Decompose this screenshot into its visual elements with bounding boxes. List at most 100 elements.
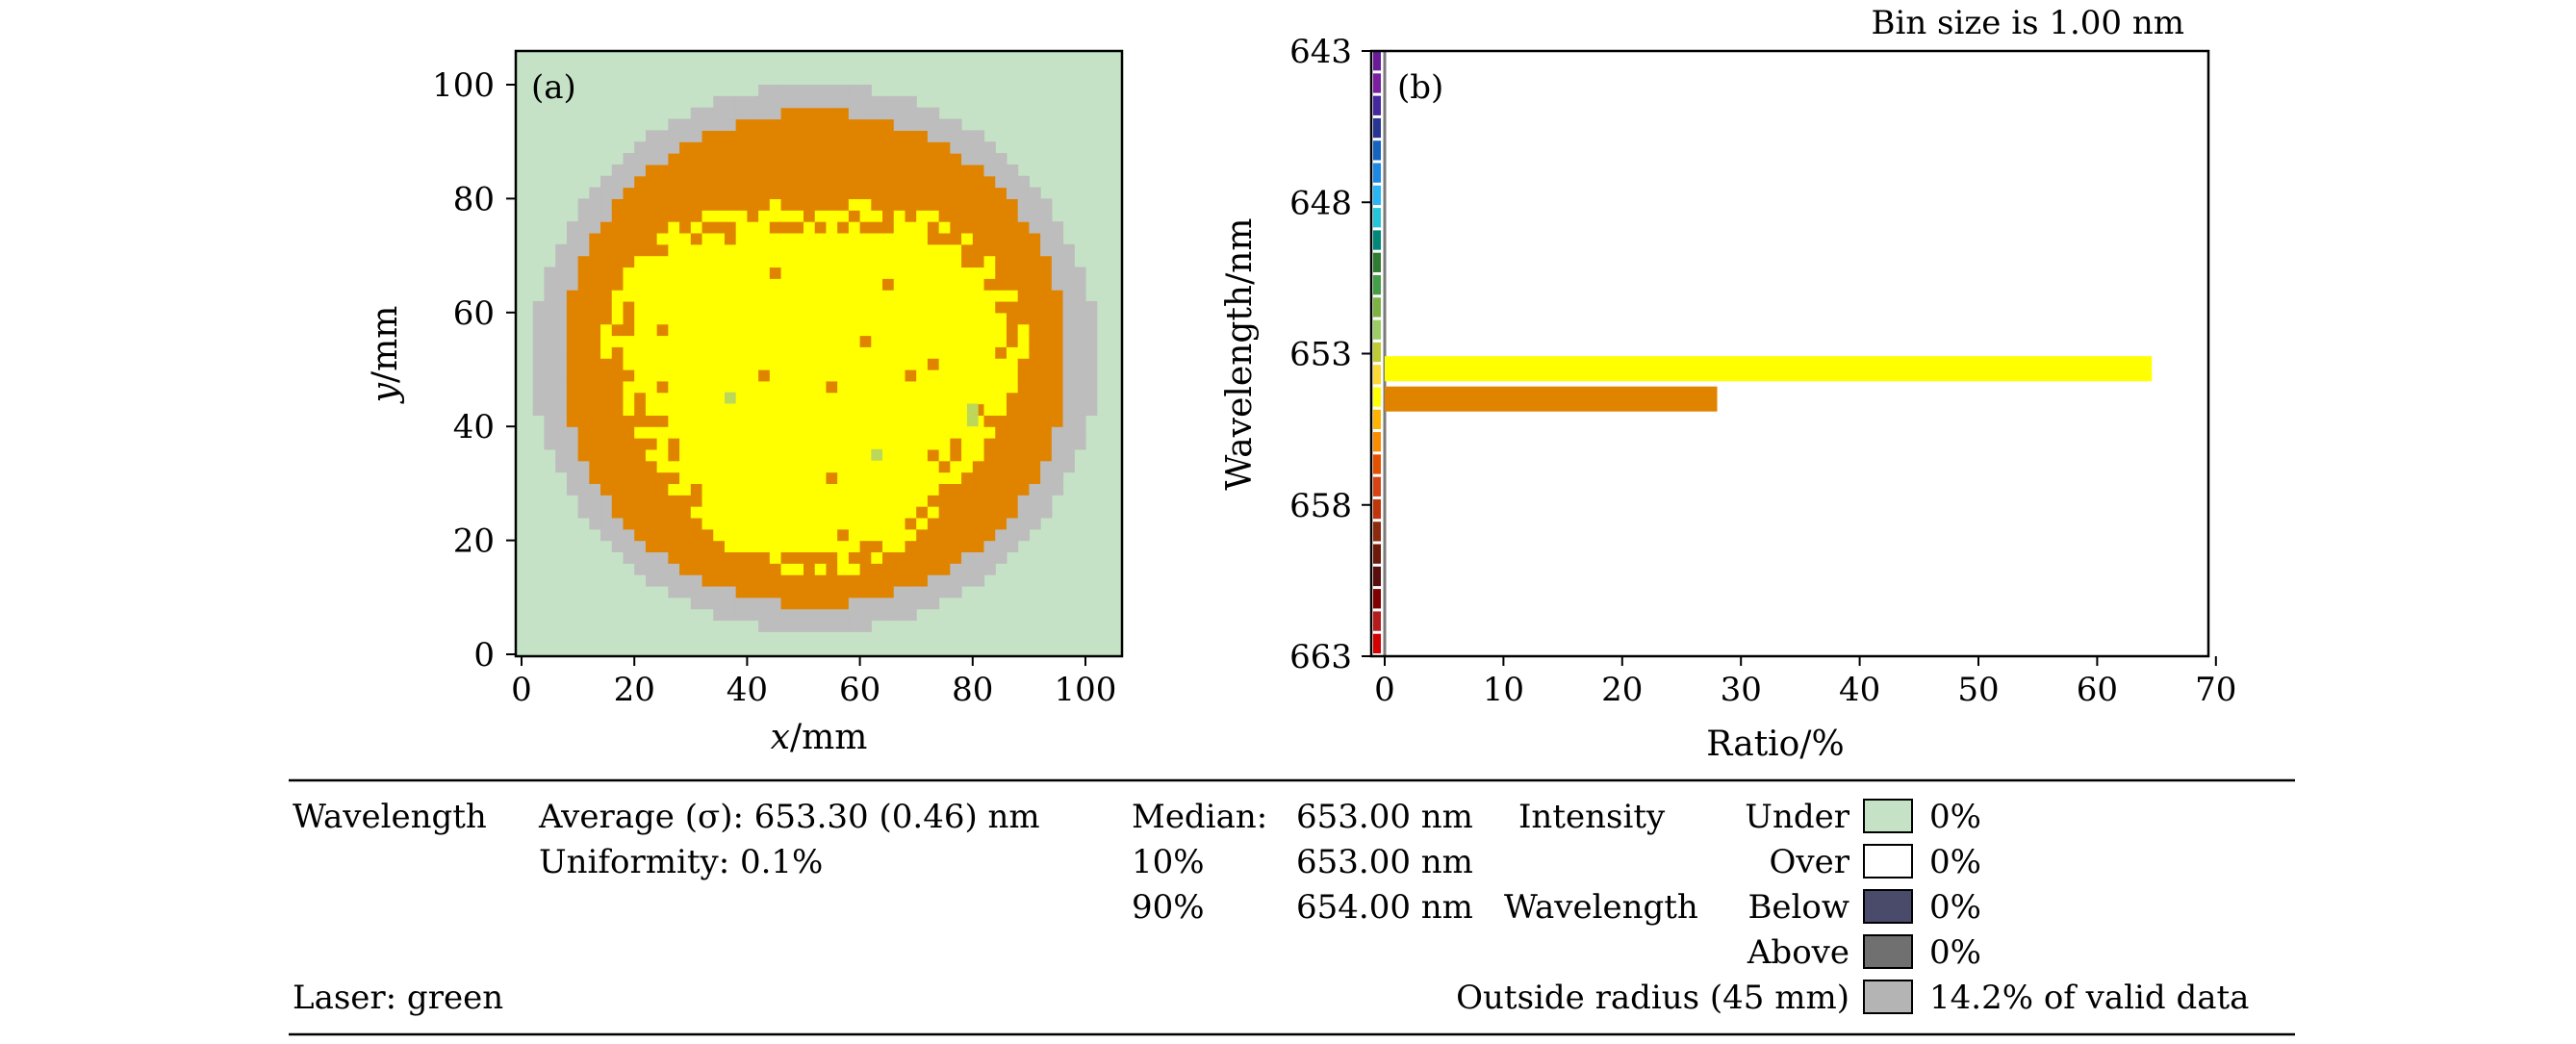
wafer-cell bbox=[555, 426, 568, 439]
wafer-cell bbox=[532, 312, 546, 325]
wafer-cell bbox=[747, 141, 759, 154]
wafer-cell bbox=[724, 608, 737, 622]
wafer-cell bbox=[735, 153, 748, 166]
wafer-cell bbox=[871, 346, 883, 359]
wafer-cell bbox=[769, 551, 782, 564]
wafer-cell bbox=[577, 369, 590, 382]
wafer-cell bbox=[893, 300, 906, 314]
wafer-cell bbox=[780, 255, 793, 268]
histogram-y-axis-label: Wavelength/nm bbox=[1220, 217, 1260, 490]
wafer-cell bbox=[735, 506, 748, 519]
wafer-cell bbox=[747, 380, 759, 394]
wafer-cell bbox=[961, 483, 974, 496]
wafer-cell bbox=[645, 312, 658, 325]
wafer-cell bbox=[882, 528, 895, 542]
wafer-cell bbox=[1074, 267, 1086, 279]
wafer-cell bbox=[724, 175, 737, 189]
wafer-cell bbox=[972, 164, 985, 177]
wafer-cell bbox=[972, 290, 985, 302]
wafer-cell bbox=[656, 243, 669, 257]
wafer-cell bbox=[792, 574, 804, 587]
wafer-cell bbox=[690, 551, 703, 564]
wafer-cell bbox=[1040, 471, 1053, 484]
wafer-cell bbox=[645, 403, 658, 416]
wafer-cell bbox=[995, 483, 1007, 496]
wafer-cell bbox=[859, 517, 872, 530]
wafer-cell bbox=[1040, 290, 1053, 302]
wafer-cell bbox=[623, 426, 635, 439]
wafer-cell bbox=[983, 175, 996, 189]
wafer-cell bbox=[1062, 290, 1075, 302]
wafer-cell bbox=[871, 278, 883, 291]
wafer-cell bbox=[859, 471, 872, 484]
wafer-cell bbox=[848, 335, 861, 347]
wafer-cell bbox=[961, 290, 974, 302]
wafer-cell bbox=[837, 517, 850, 530]
wafer-cell bbox=[826, 403, 838, 416]
wafer-cell bbox=[871, 243, 883, 257]
wafer-cell bbox=[690, 574, 703, 587]
wafer-cell bbox=[701, 471, 714, 484]
wafer-cell bbox=[532, 300, 546, 314]
wafer-cell bbox=[1040, 403, 1053, 416]
wafer-cell bbox=[735, 471, 748, 484]
wafer-cell bbox=[792, 517, 804, 530]
histogram-bar bbox=[1385, 356, 2153, 382]
wafer-cell bbox=[769, 187, 782, 199]
wafer-cell bbox=[701, 335, 714, 347]
wafer-cell bbox=[566, 392, 579, 405]
wafer-cell bbox=[983, 471, 996, 484]
wafer-cell bbox=[769, 164, 782, 177]
wafer-cell bbox=[780, 506, 793, 519]
wafer-cell bbox=[656, 175, 669, 189]
wafer-cell bbox=[769, 403, 782, 416]
wafer-cell bbox=[645, 528, 658, 542]
wafer-cell bbox=[690, 460, 703, 473]
wafer-cell bbox=[826, 95, 838, 109]
wafer-cell bbox=[905, 95, 917, 109]
wafer-cell bbox=[938, 300, 951, 314]
wafer-cell bbox=[690, 187, 703, 199]
wafer-cell bbox=[927, 323, 940, 337]
wafer-cell bbox=[893, 335, 906, 347]
wafer-cell bbox=[735, 300, 748, 314]
wafer-cell bbox=[724, 278, 737, 291]
wafer-cell bbox=[747, 563, 759, 575]
wafer-cell bbox=[735, 563, 748, 575]
wafer-cell bbox=[724, 232, 737, 245]
wafer-cell bbox=[916, 380, 929, 394]
wafer-cell bbox=[871, 267, 883, 279]
wafer-cell bbox=[859, 597, 872, 610]
wafer-cell bbox=[679, 528, 692, 542]
wafer-cell bbox=[758, 141, 771, 154]
wafer-cell bbox=[1029, 380, 1041, 394]
wafer-cell bbox=[1051, 323, 1064, 337]
wafer-cell bbox=[1074, 369, 1086, 382]
wafer-cell bbox=[882, 369, 895, 382]
wafer-cell bbox=[656, 312, 669, 325]
wafer-cell bbox=[1029, 495, 1041, 507]
wafer-cell bbox=[1017, 426, 1030, 439]
wafer-cell bbox=[848, 164, 861, 177]
wafer-cell bbox=[859, 221, 872, 234]
wafer-cell bbox=[882, 141, 895, 154]
wafer-cell bbox=[690, 448, 703, 462]
wafer-cell bbox=[938, 438, 951, 450]
wafer-cell bbox=[634, 528, 647, 542]
wafer-cell bbox=[983, 232, 996, 245]
wafer-cell bbox=[668, 312, 680, 325]
wafer-cell bbox=[747, 175, 759, 189]
wafer-cell bbox=[837, 300, 850, 314]
wafer-cell bbox=[983, 323, 996, 337]
wafer-cell bbox=[1062, 438, 1075, 450]
wafer-cell bbox=[747, 585, 759, 598]
wafer-cell bbox=[758, 210, 771, 222]
wafer-cell bbox=[645, 426, 658, 439]
summary-p90-label: 90% bbox=[1132, 888, 1205, 927]
wafer-cell bbox=[938, 255, 951, 268]
wafer-cell bbox=[927, 506, 940, 519]
wafer-cell bbox=[589, 369, 601, 382]
wafer-x-tick-label: 0 bbox=[511, 671, 532, 709]
wafer-cell bbox=[961, 164, 974, 177]
wafer-cell bbox=[555, 415, 568, 427]
